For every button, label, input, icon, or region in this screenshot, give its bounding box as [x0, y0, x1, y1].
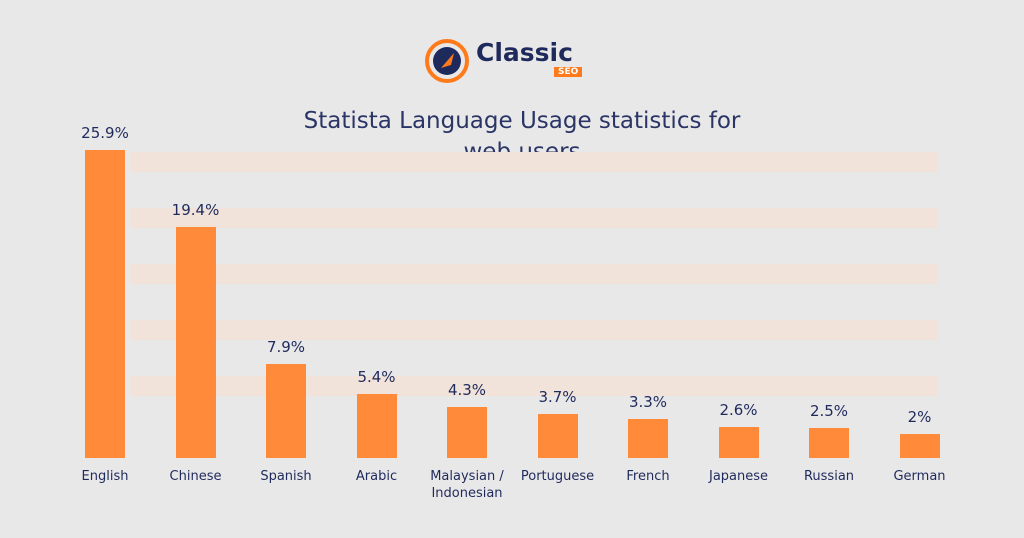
x-tick-label: Japanese	[708, 469, 769, 484]
value-label: 4.3%	[447, 380, 487, 399]
value-label: 2%	[907, 408, 932, 427]
background-stripe	[130, 320, 938, 340]
background-stripe	[130, 152, 938, 172]
x-tick-label: German	[893, 469, 946, 484]
background-stripe	[130, 208, 938, 228]
background-stripe	[130, 376, 938, 396]
bar	[899, 434, 940, 458]
value-label: 5.4%	[357, 367, 396, 386]
bar	[537, 414, 578, 458]
value-label: 2.6%	[719, 401, 758, 420]
value-label: 2.5%	[809, 402, 849, 421]
value-label: 19.4%	[171, 201, 220, 220]
bar	[266, 364, 306, 458]
logo-name: Classic	[476, 38, 573, 67]
x-tick-label: Malaysian / Indonesian	[430, 469, 504, 501]
x-tick-label: Chinese	[169, 469, 222, 484]
bar	[356, 393, 397, 458]
value-label: 3.3%	[628, 392, 668, 411]
value-label: 25.9%	[81, 124, 129, 142]
x-tick-label: Portuguese	[520, 469, 595, 484]
bar	[718, 427, 759, 458]
background-stripe	[130, 264, 938, 284]
bar	[628, 418, 668, 458]
x-tick-label: Spanish	[260, 469, 312, 484]
value-label: 7.9%	[266, 338, 306, 357]
value-label: 3.7%	[538, 388, 577, 406]
logo-icon	[425, 39, 469, 83]
logo-tag: SEO	[554, 67, 583, 77]
bar	[809, 428, 849, 458]
bar	[175, 227, 216, 458]
x-tick-label: English	[81, 469, 129, 484]
x-tick-label: Arabic	[355, 469, 398, 484]
bar	[85, 150, 125, 458]
x-tick-label: French	[626, 469, 670, 484]
x-tick-label: Russian	[803, 469, 855, 484]
bar	[447, 406, 487, 458]
